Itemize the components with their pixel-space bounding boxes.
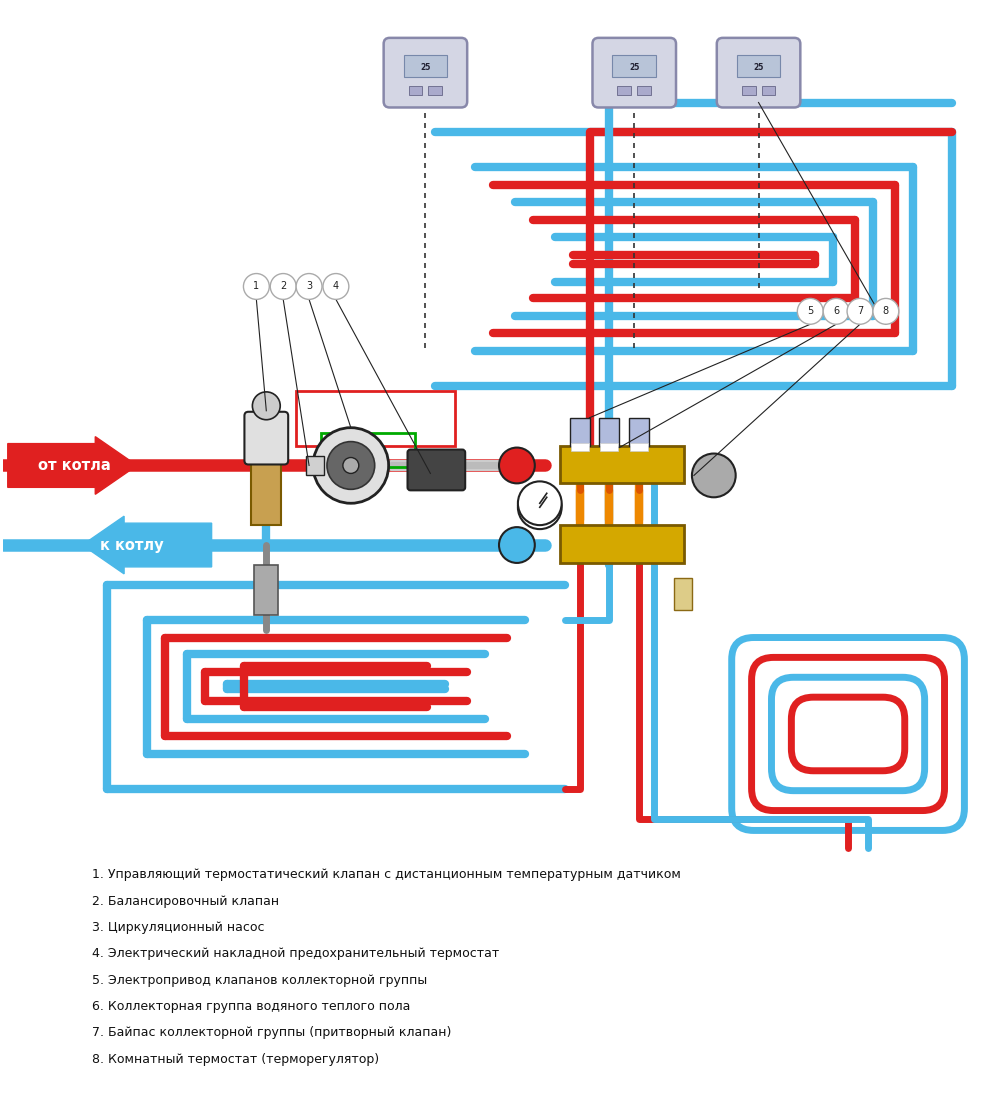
Bar xyxy=(570,418,590,446)
Circle shape xyxy=(313,428,389,504)
Text: от котла: от котла xyxy=(38,458,111,473)
Bar xyxy=(617,86,631,95)
Circle shape xyxy=(327,441,375,490)
Circle shape xyxy=(692,453,736,497)
Circle shape xyxy=(270,274,296,299)
Circle shape xyxy=(296,274,322,299)
Text: 7: 7 xyxy=(857,306,863,317)
Text: 25: 25 xyxy=(420,63,431,73)
Bar xyxy=(296,390,455,446)
Circle shape xyxy=(873,298,899,324)
Text: 1. Управляющий термостатический клапан с дистанционным температурным датчиком: 1. Управляющий термостатический клапан с… xyxy=(92,868,681,881)
FancyBboxPatch shape xyxy=(592,37,676,108)
Text: 1: 1 xyxy=(253,282,259,292)
Text: 25: 25 xyxy=(629,63,639,73)
Bar xyxy=(674,578,692,609)
Bar xyxy=(251,446,281,525)
Bar xyxy=(629,418,649,446)
Bar xyxy=(321,432,415,468)
Text: к котлу: к котлу xyxy=(100,538,164,552)
Text: 6. Коллекторная группа водяного теплого пола: 6. Коллекторная группа водяного теплого … xyxy=(92,1000,411,1013)
Circle shape xyxy=(797,298,823,324)
Bar xyxy=(571,442,589,451)
Bar xyxy=(599,418,619,446)
Circle shape xyxy=(343,458,359,473)
Circle shape xyxy=(518,485,562,529)
FancyBboxPatch shape xyxy=(384,37,467,108)
Circle shape xyxy=(518,482,562,525)
Bar xyxy=(306,455,324,475)
Text: 8: 8 xyxy=(883,306,889,317)
Text: 4. Электрический накладной предохранительный термостат: 4. Электрический накладной предохранител… xyxy=(92,947,500,960)
FancyArrow shape xyxy=(8,437,137,494)
Bar xyxy=(762,86,775,95)
Bar xyxy=(404,55,447,77)
Text: 7. Байпас коллекторной группы (притворный клапан): 7. Байпас коллекторной группы (притворны… xyxy=(92,1026,452,1039)
Bar xyxy=(637,86,651,95)
Bar xyxy=(612,55,656,77)
Circle shape xyxy=(847,298,873,324)
Circle shape xyxy=(499,448,535,483)
FancyArrow shape xyxy=(82,516,212,574)
Bar xyxy=(737,55,780,77)
Text: 3. Циркуляционный насос: 3. Циркуляционный насос xyxy=(92,921,265,934)
Bar xyxy=(428,86,442,95)
Bar xyxy=(254,565,278,615)
Bar xyxy=(560,525,684,563)
Text: 2: 2 xyxy=(280,282,286,292)
Text: 8. Комнатный термостат (терморегулятор): 8. Комнатный термостат (терморегулятор) xyxy=(92,1053,379,1066)
Bar xyxy=(600,442,618,451)
Circle shape xyxy=(243,274,269,299)
Text: 25: 25 xyxy=(753,63,764,73)
Bar xyxy=(409,86,422,95)
Circle shape xyxy=(823,298,849,324)
Circle shape xyxy=(499,527,535,563)
FancyBboxPatch shape xyxy=(244,411,288,464)
Bar xyxy=(560,446,684,483)
Text: 5. Электропривод клапанов коллекторной группы: 5. Электропривод клапанов коллекторной г… xyxy=(92,974,428,987)
FancyBboxPatch shape xyxy=(408,450,465,491)
Text: 6: 6 xyxy=(833,306,839,317)
Circle shape xyxy=(323,274,349,299)
Circle shape xyxy=(252,392,280,420)
Text: 5: 5 xyxy=(807,306,813,317)
Bar xyxy=(742,86,756,95)
Text: 2. Балансировочный клапан: 2. Балансировочный клапан xyxy=(92,894,279,908)
Text: 4: 4 xyxy=(333,282,339,292)
Text: 3: 3 xyxy=(306,282,312,292)
Bar xyxy=(630,442,648,451)
FancyBboxPatch shape xyxy=(717,37,800,108)
